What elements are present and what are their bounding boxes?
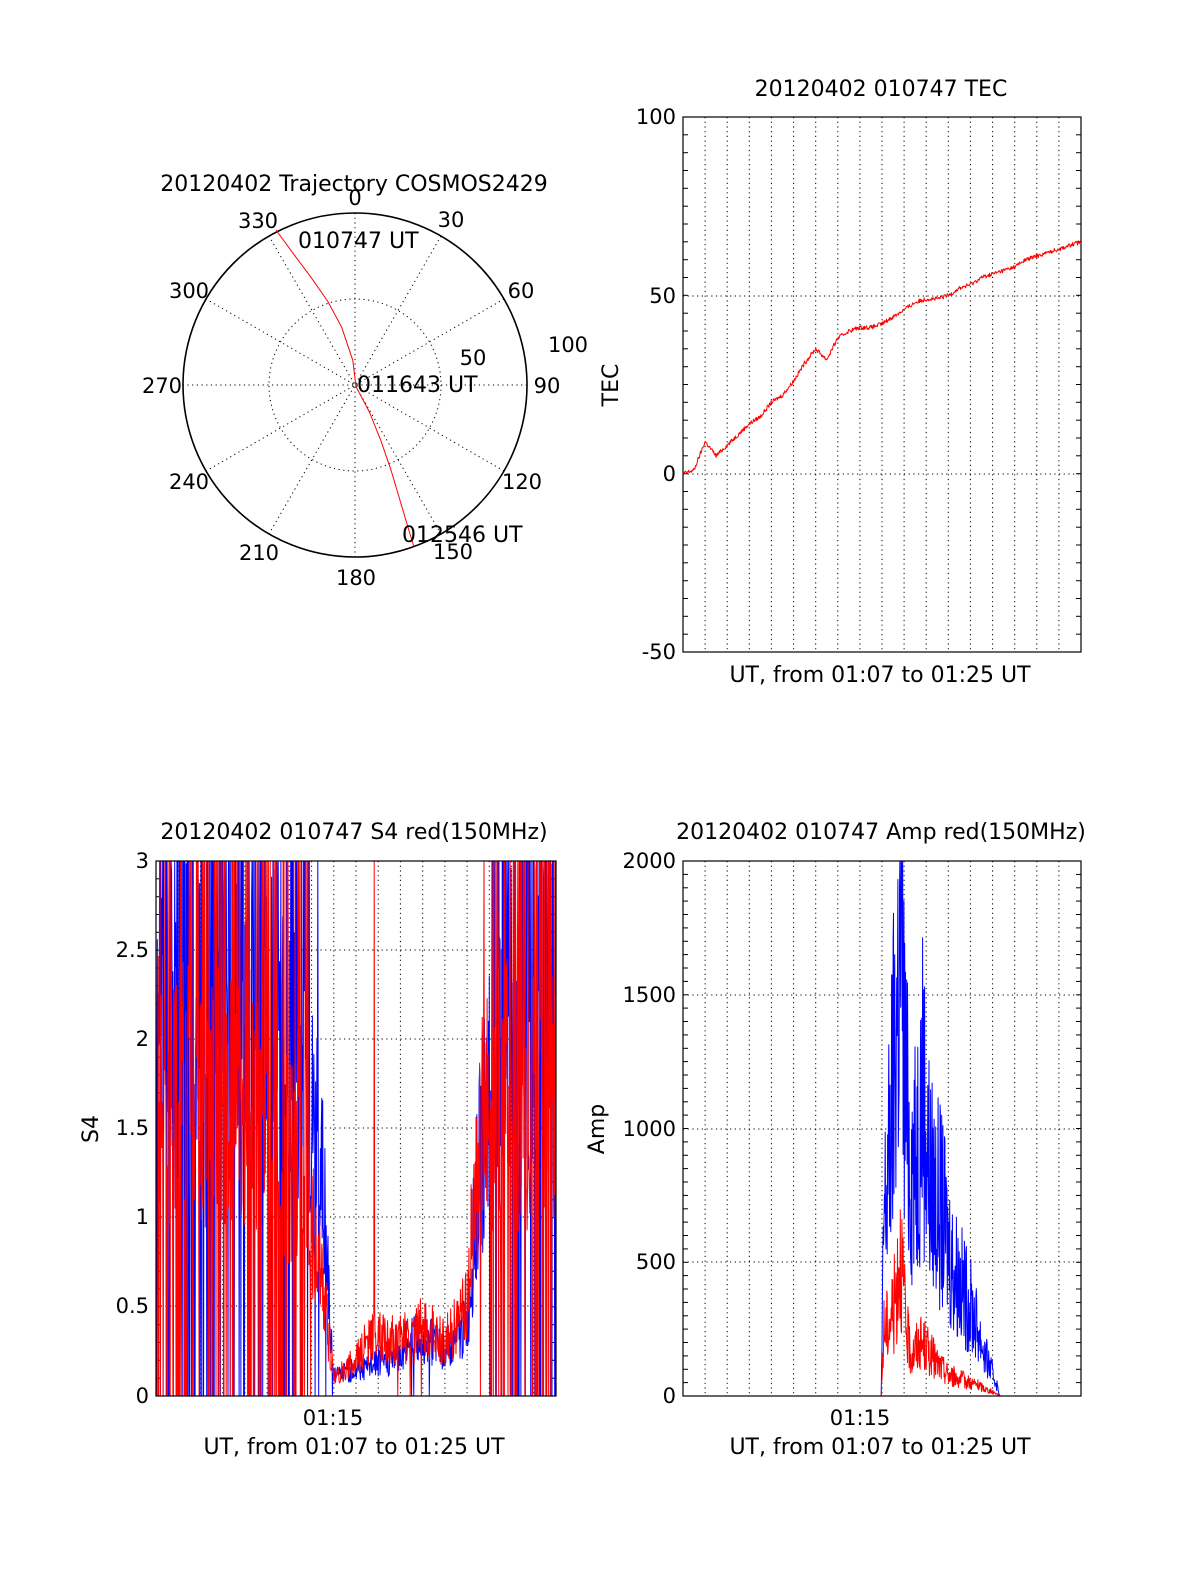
tec-series-red (682, 240, 1082, 474)
polar-azimuth-label: 30 (438, 208, 465, 232)
s4-y-tick-label: 2 (136, 1027, 149, 1051)
polar-azimuth-label: 240 (169, 470, 209, 494)
polar-radial-labels: 50 100 (460, 333, 588, 370)
polar-radial-label: 100 (548, 333, 588, 357)
polar-azimuth-label: 300 (169, 279, 209, 303)
tec-y-tick-label: 0 (663, 462, 676, 486)
s4-y-tick-label: 0.5 (116, 1294, 149, 1318)
amp-y-tick-label: 500 (636, 1250, 676, 1274)
polar-trajectory-series (275, 229, 415, 547)
polar-title: 20120402 Trajectory COSMOS2429 (160, 172, 547, 197)
tec-y-ticks: 100 50 0 -50 (636, 105, 676, 664)
polar-grid (182, 212, 528, 558)
polar-azimuth-label: 330 (238, 209, 278, 233)
tec-chart: 20120402 010747 TEC 100 50 0 -50 TEC UT,… (599, 77, 1082, 688)
s4-x-axis-label: UT, from 01:07 to 01:25 UT (203, 1435, 505, 1460)
tec-y-axis-label: TEC (599, 364, 624, 408)
polar-azimuth-label: 270 (142, 374, 182, 398)
polar-point-label-start: 010747 UT (298, 229, 419, 254)
polar-point-label-middle: 011643 UT (357, 373, 478, 398)
amp-plot-frame (682, 860, 1082, 1397)
tec-vertical-grid (704, 117, 1060, 652)
polar-spoke-line (268, 235, 442, 535)
polar-inner-circle (268, 298, 442, 472)
amp-minor-ticks (683, 860, 1081, 1397)
polar-point-labels: 010747 UT 011643 UT 012546 UT (298, 229, 523, 548)
tec-x-axis-label: UT, from 01:07 to 01:25 UT (729, 663, 1031, 688)
polar-point-label-end: 012546 UT (402, 523, 523, 548)
amp-chart: 20120402 010747 Amp red(150MHz) 2000 150… (585, 820, 1086, 1460)
tec-horizontal-grid (683, 295, 1081, 475)
s4-y-tick-label: 2.5 (116, 938, 149, 962)
polar-azimuth-label: 150 (433, 540, 473, 564)
s4-y-tick-label: 1 (136, 1205, 149, 1229)
polar-azimuth-labels: 0 30 60 90 120 150 180 210 240 270 300 3… (142, 186, 560, 590)
amp-x-axis-label: UT, from 01:07 to 01:25 UT (729, 1435, 1031, 1460)
tec-plot-frame (682, 116, 1082, 653)
amp-horizontal-grid (683, 994, 1081, 1263)
polar-outer-circle (182, 212, 528, 558)
amp-title: 20120402 010747 Amp red(150MHz) (676, 820, 1086, 845)
s4-y-axis-label: S4 (79, 1115, 104, 1143)
polar-chart: 20120402 Trajectory COSMOS2429 0 30 60 9… (142, 172, 588, 590)
amp-y-axis-label: Amp (585, 1104, 610, 1154)
s4-series-red (155, 860, 557, 1397)
polar-azimuth-label: 90 (534, 374, 561, 398)
polar-azimuth-label: 120 (502, 470, 542, 494)
s4-plot-frame (155, 860, 557, 1397)
s4-y-tick-label: 3 (136, 849, 149, 873)
amp-x-tick-label: 01:15 (830, 1406, 891, 1430)
polar-spoke-line (268, 235, 442, 535)
polar-radial-label: 50 (460, 346, 487, 370)
amp-y-tick-label: 1000 (623, 1117, 676, 1141)
polar-azimuth-label: 60 (508, 279, 535, 303)
amp-y-tick-label: 1500 (623, 983, 676, 1007)
amp-y-ticks: 2000 1500 1000 500 0 (623, 849, 676, 1408)
polar-azimuth-label: 180 (336, 566, 376, 590)
s4-title: 20120402 010747 S4 red(150MHz) (160, 820, 547, 845)
s4-x-tick-label: 01:15 (303, 1406, 364, 1430)
polar-azimuth-label: 0 (348, 186, 361, 210)
polar-spokes (183, 213, 527, 557)
s4-y-ticks: 3 2.5 2 1.5 1 0.5 0 (116, 849, 149, 1408)
s4-chart: 20120402 010747 S4 red(150MHz) 3 2.5 2 1… (79, 820, 557, 1460)
tec-title: 20120402 010747 TEC (755, 77, 1008, 102)
tec-y-tick-label: 50 (649, 284, 676, 308)
amp-y-tick-label: 2000 (623, 849, 676, 873)
amp-y-tick-label: 0 (663, 1384, 676, 1408)
tec-y-tick-label: -50 (642, 640, 676, 664)
s4-y-tick-label: 1.5 (116, 1116, 149, 1140)
polar-spoke-line (205, 298, 505, 472)
polar-azimuth-label: 210 (239, 541, 279, 565)
s4-y-tick-label: 0 (136, 1384, 149, 1408)
tec-y-tick-label: 100 (636, 105, 676, 129)
polar-spoke-line (205, 298, 505, 472)
